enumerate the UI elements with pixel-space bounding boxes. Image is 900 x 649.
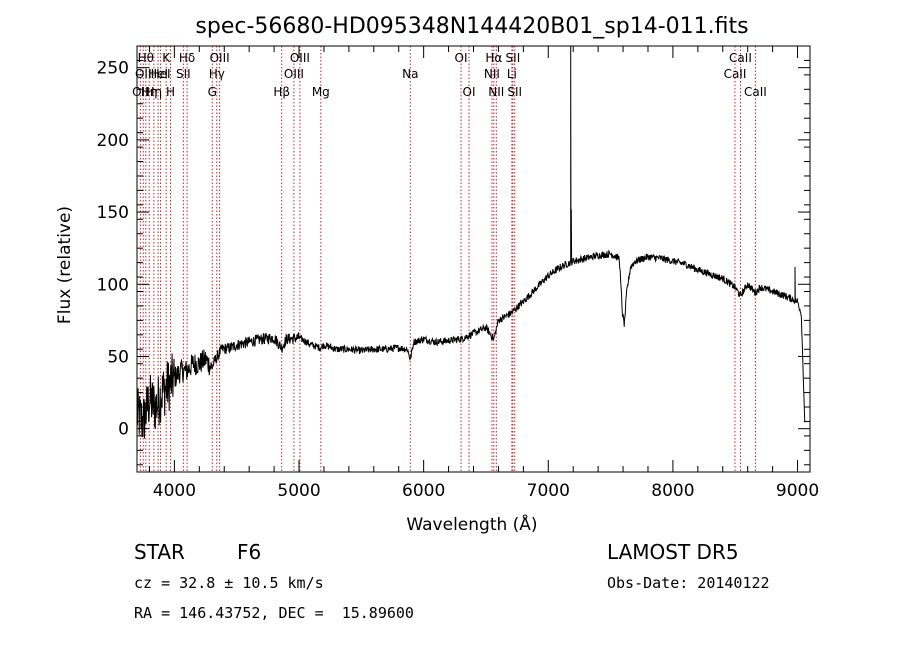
line-marker-label: OI bbox=[463, 85, 476, 99]
spectral-line-markers bbox=[139, 46, 756, 472]
y-tick-label: 150 bbox=[97, 203, 129, 223]
spectrum-line bbox=[136, 45, 806, 439]
y-axis-label: Flux (relative) bbox=[55, 206, 75, 324]
line-marker-label: K bbox=[162, 51, 171, 65]
line-marker-label: NII bbox=[488, 85, 504, 99]
y-tick-label: 100 bbox=[97, 275, 129, 295]
line-marker-label: Hη bbox=[146, 85, 163, 99]
line-marker-label: Hγ bbox=[209, 67, 225, 81]
object-subclass: F6 bbox=[237, 540, 262, 564]
line-marker-label: OII bbox=[132, 85, 149, 99]
line-marker-label: NII bbox=[484, 67, 500, 81]
redshift-value: cz = 32.8 ± 10.5 km/s bbox=[134, 574, 324, 592]
obs-date: Obs-Date: 20140122 bbox=[607, 574, 770, 592]
line-marker-label: Li bbox=[507, 67, 517, 81]
x-tick-label: 7000 bbox=[527, 481, 570, 501]
chart-title: spec-56680-HD095348N144420B01_sp14-011.f… bbox=[195, 14, 748, 39]
line-marker-label: Mg bbox=[312, 85, 330, 99]
y-tick-label: 200 bbox=[97, 131, 129, 151]
line-marker-label: Na bbox=[402, 67, 418, 81]
line-marker-label: H bbox=[166, 85, 175, 99]
line-marker-label: CaII bbox=[744, 85, 767, 99]
y-tick-label: 250 bbox=[97, 59, 129, 79]
line-marker-label: SII bbox=[507, 85, 522, 99]
axis-ticks: 4000 5000 6000 7000 8000 9000 0 50 100 150 200 250 bbox=[97, 45, 819, 501]
line-marker-label: OIII bbox=[284, 67, 304, 81]
x-tick-label: 4000 bbox=[153, 481, 196, 501]
object-class: STAR bbox=[134, 540, 185, 564]
line-marker-label: Hβ bbox=[273, 85, 290, 99]
y-tick-label: 50 bbox=[107, 347, 129, 367]
plot-frame bbox=[136, 45, 811, 473]
x-tick-label: 6000 bbox=[402, 481, 445, 501]
line-marker-label: OII bbox=[135, 67, 152, 81]
line-marker-label: OI bbox=[455, 51, 468, 65]
line-marker-label: OIII bbox=[290, 51, 310, 65]
line-marker-label: Hα bbox=[485, 51, 502, 65]
line-marker-label: CaII bbox=[729, 51, 752, 65]
line-marker-label: Hδ bbox=[179, 51, 195, 65]
line-marker-label: SII bbox=[506, 51, 521, 65]
line-marker-label: HeI bbox=[151, 67, 171, 81]
x-tick-label: 8000 bbox=[651, 481, 694, 501]
coordinates: RA = 146.43752, DEC = 15.89600 bbox=[134, 604, 414, 622]
line-marker-label: OIII bbox=[210, 51, 230, 65]
line-marker-label: HeI bbox=[148, 67, 168, 81]
x-tick-label: 9000 bbox=[776, 481, 819, 501]
marker-labels: OIIOIIHθHηHηHeIHeIKHSIIHδGHγOIIIHβOIIIOI… bbox=[132, 51, 767, 99]
line-marker-label: SII bbox=[176, 67, 191, 81]
x-axis-label: Wavelength (Å) bbox=[406, 513, 537, 535]
survey-name: LAMOST DR5 bbox=[607, 540, 739, 564]
x-tick-label: 5000 bbox=[277, 481, 320, 501]
y-tick-label: 0 bbox=[118, 420, 129, 440]
line-marker-label: Hη bbox=[141, 85, 158, 99]
line-marker-label: Hθ bbox=[138, 51, 154, 65]
line-marker-label: CaII bbox=[724, 67, 747, 81]
line-marker-label: G bbox=[208, 85, 217, 99]
